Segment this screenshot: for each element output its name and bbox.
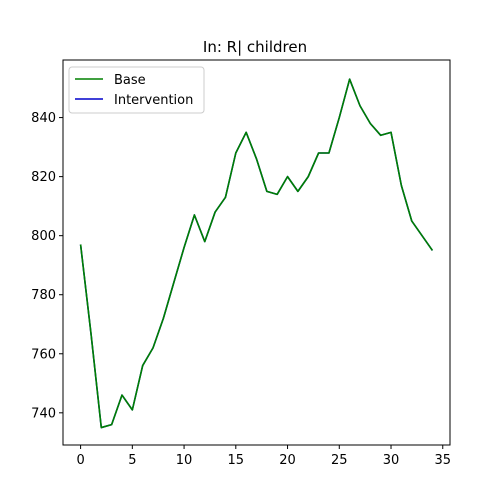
legend-label-intervention: Intervention bbox=[114, 93, 193, 108]
legend: Base Intervention bbox=[68, 66, 205, 114]
plot-frame bbox=[62, 59, 451, 446]
series-line-base bbox=[79, 78, 434, 429]
y-tick-label: 840 bbox=[31, 111, 56, 126]
y-tick-label: 740 bbox=[31, 406, 56, 421]
x-tick-label: 5 bbox=[128, 453, 136, 468]
x-tick-label: 25 bbox=[331, 453, 348, 468]
x-tick-label: 30 bbox=[383, 453, 400, 468]
legend-label-base: Base bbox=[114, 73, 146, 88]
x-tick-label: 15 bbox=[228, 453, 245, 468]
y-tick-label: 780 bbox=[31, 288, 56, 303]
y-tick-label: 800 bbox=[31, 229, 56, 244]
ticks-layer: 0 5 10 15 20 25 30 35 740 760 780 800 820 840 bbox=[31, 111, 451, 468]
x-tick-label: 20 bbox=[279, 453, 296, 468]
y-tick-label: 760 bbox=[31, 347, 56, 362]
series-layer bbox=[79, 78, 434, 429]
chart-title: In: R| children bbox=[203, 38, 307, 56]
x-tick-label: 10 bbox=[176, 453, 193, 468]
x-tick-label: 0 bbox=[76, 453, 84, 468]
y-tick-label: 820 bbox=[31, 170, 56, 185]
x-tick-label: 35 bbox=[434, 453, 451, 468]
